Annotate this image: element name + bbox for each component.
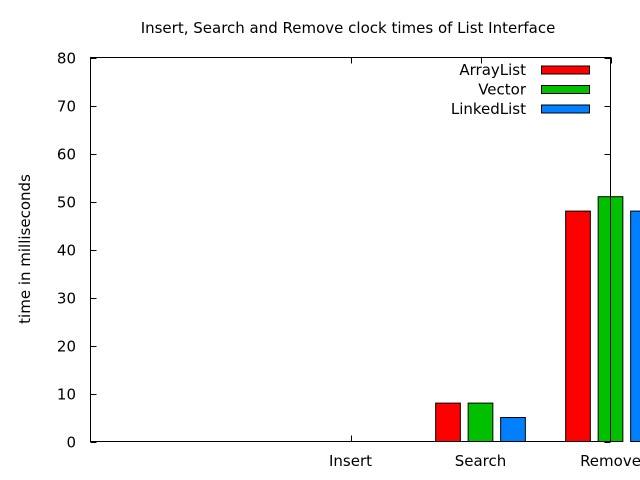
legend-swatch xyxy=(541,65,590,75)
legend-label: LinkedList xyxy=(451,100,526,118)
y-axis-label: time in milliseconds xyxy=(16,174,34,324)
bar-linkedlist-search xyxy=(500,417,526,442)
bar-arraylist-remove xyxy=(565,210,591,442)
chart-title: Insert, Search and Remove clock times of… xyxy=(141,19,556,37)
y-tick-label: 70 xyxy=(57,98,76,116)
legend-label: ArrayList xyxy=(459,61,526,79)
bar-arraylist-search xyxy=(435,402,461,443)
x-tick-label: Remove xyxy=(580,452,640,470)
bars xyxy=(435,196,640,443)
y-tick-label: 20 xyxy=(57,338,76,356)
bar-linkedlist-remove xyxy=(630,210,640,442)
axis-ticks: 0 10 20 30 40 50 60 70 80 Insert Search Remove xyxy=(57,50,640,471)
y-tick-label: 30 xyxy=(57,290,76,308)
y-tick-label: 0 xyxy=(66,434,76,452)
x-tick-label: Insert xyxy=(329,452,372,470)
legend-label: Vector xyxy=(478,81,527,99)
y-tick-label: 10 xyxy=(57,386,76,404)
y-tick-label: 60 xyxy=(57,146,76,164)
y-tick-label: 40 xyxy=(57,242,76,260)
legend-swatch xyxy=(541,104,590,114)
bar-vector-search xyxy=(467,402,494,443)
y-tick-label: 80 xyxy=(57,50,76,68)
plot-frame xyxy=(90,57,611,442)
legend-swatch xyxy=(541,85,590,94)
x-tick-label: Search xyxy=(455,452,507,470)
y-tick-label: 50 xyxy=(57,194,76,212)
